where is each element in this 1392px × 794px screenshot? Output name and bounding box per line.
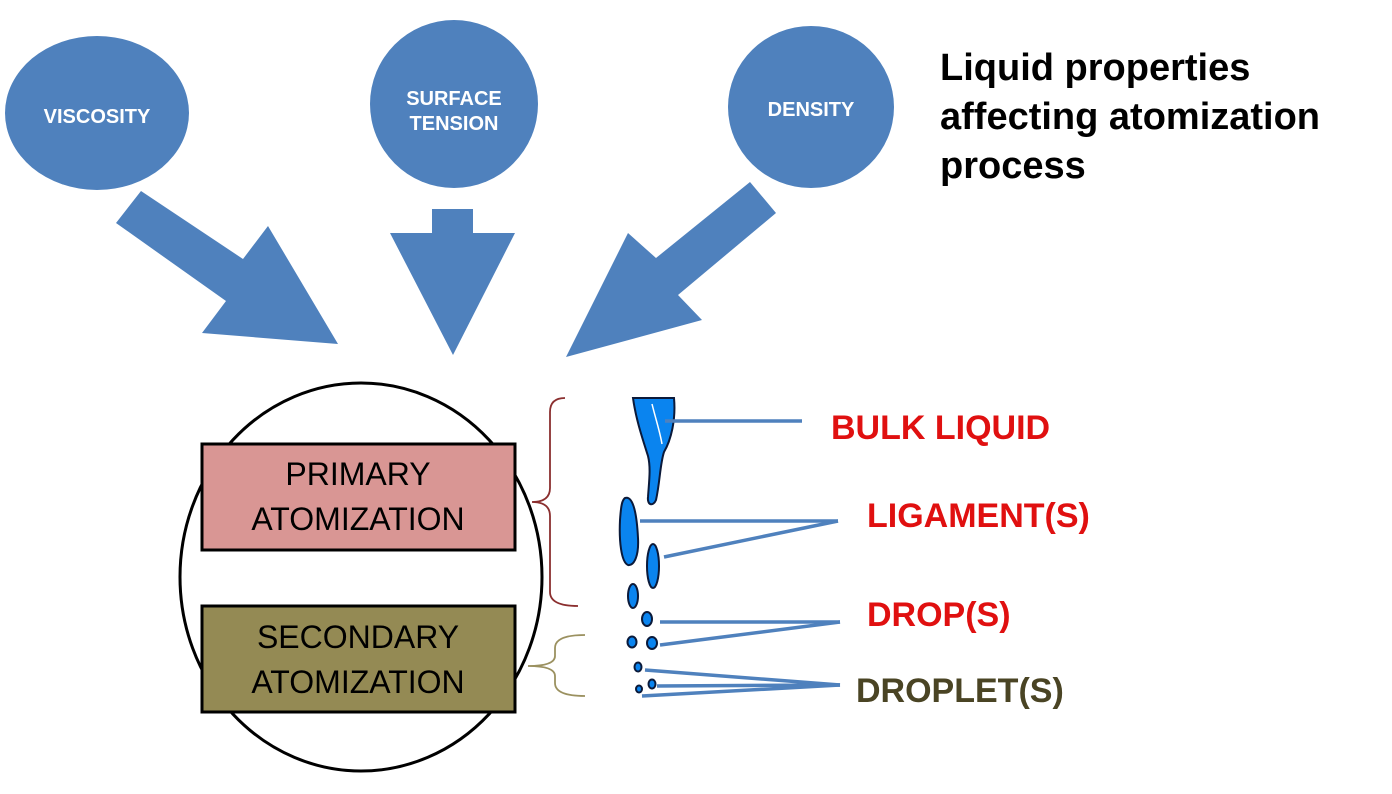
drop-shape-4 (646, 636, 658, 650)
ligaments-label: LIGAMENT(S) (867, 497, 1090, 535)
primary-atomization-rect (200, 442, 517, 552)
droplet-leader-1 (644, 668, 841, 687)
bulk-liquid-highlight (651, 403, 663, 445)
droplets-label: DROPLET(S) (856, 672, 1064, 710)
property-viscosity: VISCOSITY (5, 36, 189, 190)
viscosity-label: VISCOSITY (44, 106, 151, 128)
property-surface-tension: SURFACE TENSION (370, 20, 538, 188)
property-density: DENSITY (728, 26, 894, 188)
viscosity-arrow (116, 191, 338, 344)
leader-lines (640, 419, 841, 698)
primary-brace (531, 397, 579, 607)
heading-line-2: affecting atomization (940, 96, 1321, 138)
drop-shape-3 (626, 635, 638, 649)
density-arrow (566, 182, 776, 357)
primary-label-line-1: PRIMARY (285, 456, 430, 492)
heading-line-1: Liquid properties (940, 47, 1251, 89)
surface-tension-label-line-1: SURFACE (406, 88, 502, 110)
bulk-liquid-shape (631, 397, 676, 506)
secondary-label-line-2: ATOMIZATION (251, 664, 464, 700)
droplet-shape-2 (647, 678, 657, 690)
droplet-leader-3 (641, 683, 841, 698)
surface-tension-circle (370, 20, 538, 188)
heading-line-3: process (940, 145, 1086, 187)
diagram-heading: Liquid properties affecting atomization … (940, 44, 1380, 191)
drop-leader-2 (659, 620, 841, 647)
density-circle (728, 26, 894, 188)
secondary-atomization-box: SECONDARY ATOMIZATION (200, 604, 517, 714)
secondary-atomization-rect (200, 604, 517, 714)
primary-label-line-2: ATOMIZATION (251, 501, 464, 537)
secondary-brace (527, 634, 586, 697)
liquid-jet-illustration (618, 397, 676, 694)
atomization-ellipse (178, 381, 544, 773)
viscosity-circle (5, 36, 189, 190)
ligament-shape-1 (618, 496, 640, 567)
drops-label: DROP(S) (867, 596, 1011, 634)
density-label: DENSITY (768, 99, 855, 121)
drop-shape-2 (641, 611, 653, 627)
ligament-leader-2 (663, 519, 839, 559)
surface-tension-arrow (390, 209, 515, 355)
surface-tension-label-line-2: TENSION (410, 113, 499, 135)
drop-shape-1 (627, 583, 639, 609)
bulk-liquid-label: BULK LIQUID (831, 409, 1050, 447)
droplet-shape-1 (633, 661, 643, 673)
secondary-label-line-1: SECONDARY (257, 619, 459, 655)
droplet-shape-3 (635, 684, 643, 694)
primary-atomization-box: PRIMARY ATOMIZATION (200, 442, 517, 552)
ligament-shape-2 (646, 543, 660, 589)
